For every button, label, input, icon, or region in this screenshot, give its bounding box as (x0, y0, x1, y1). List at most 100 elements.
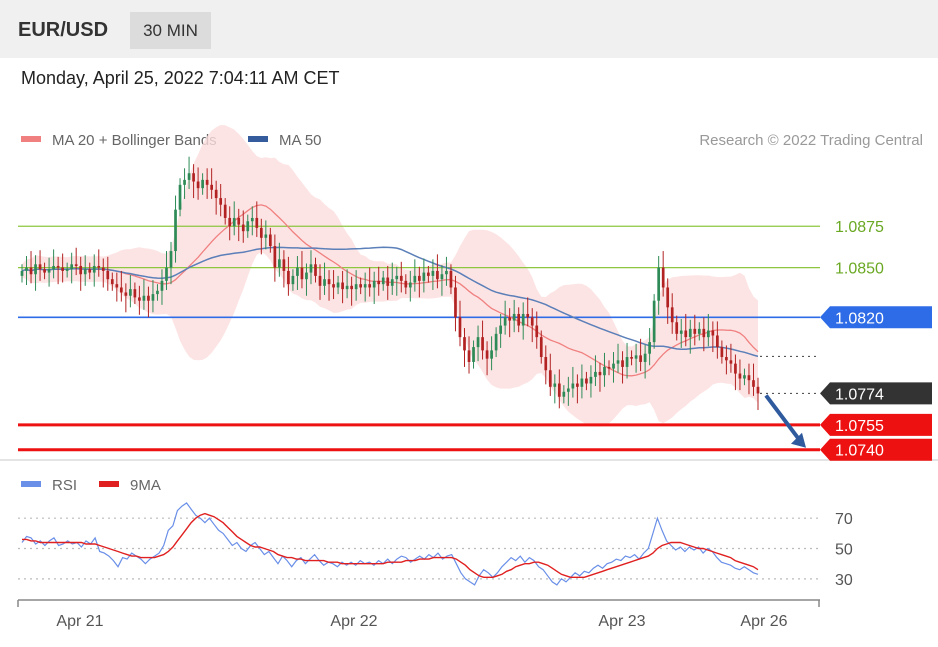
candle-body (332, 284, 335, 288)
candle (539, 330, 543, 364)
candle-body (706, 330, 710, 338)
candle-body (562, 391, 566, 397)
candle-body (205, 179, 209, 185)
candle-body (250, 217, 254, 222)
timeframe-button[interactable]: 30 MIN (130, 12, 211, 49)
candle-body (147, 295, 150, 301)
candle (151, 280, 155, 313)
candles (20, 156, 760, 410)
candle-body (530, 317, 534, 326)
candle (282, 250, 286, 288)
candle-body (454, 287, 457, 318)
candle-body (390, 279, 394, 286)
candle (404, 274, 408, 295)
candle-body (738, 373, 742, 379)
candle-body (657, 267, 661, 301)
resistance-label: 1.0875 (835, 219, 884, 236)
last-price-label: 1.0774 (835, 386, 884, 403)
candle-body (341, 282, 344, 290)
candle-body (517, 313, 521, 326)
candle-body (472, 347, 475, 362)
candle (743, 368, 746, 386)
candle-body (422, 272, 426, 281)
candle (106, 256, 110, 291)
candle (296, 256, 299, 290)
candle-body (621, 360, 624, 367)
candle-body (377, 280, 381, 285)
candle-body (630, 357, 633, 359)
ma50-legend-swatch (248, 136, 268, 142)
candle-body (20, 270, 24, 276)
candle (431, 259, 435, 290)
candle (142, 279, 146, 310)
candle (160, 269, 164, 305)
candle (625, 342, 629, 379)
candle (88, 262, 92, 280)
candle-body (571, 383, 575, 389)
candle-body (305, 272, 308, 280)
candle-body (585, 378, 588, 384)
support-label-tag: 1.0755 (820, 413, 932, 436)
candle-body (417, 275, 421, 281)
candle (336, 275, 340, 295)
candle-body (291, 275, 295, 285)
rsi-tick-label: 50 (835, 542, 853, 559)
candle (214, 180, 218, 215)
level-labels: 1.0875 1.0850 1.0820 1.0774 1.0755 1.0740 (820, 219, 932, 461)
candle (585, 371, 588, 391)
candle-body (589, 376, 593, 384)
candle (725, 345, 728, 375)
candle-body (404, 280, 408, 288)
candle (228, 206, 232, 241)
candle (318, 264, 322, 300)
candle-body (38, 264, 42, 270)
candle-body (716, 335, 719, 348)
candle (544, 345, 548, 385)
candle-body (544, 357, 548, 371)
candle (34, 255, 37, 291)
candle (92, 254, 96, 287)
candle-body (309, 264, 313, 273)
candle-body (187, 173, 191, 180)
candle (259, 218, 263, 255)
candle-body (526, 313, 530, 318)
ma9-legend-swatch (99, 481, 119, 487)
candle (697, 322, 701, 341)
candle-body (296, 267, 299, 276)
candle (643, 344, 647, 379)
candle-body (372, 280, 376, 288)
candle (747, 363, 751, 395)
candle-body (445, 270, 448, 275)
candle (381, 270, 385, 291)
candle-body (408, 282, 412, 288)
candle-body (165, 267, 168, 281)
candle (399, 261, 403, 293)
candle-body (336, 282, 340, 288)
candle (553, 374, 557, 404)
candle (314, 257, 317, 283)
candle (327, 270, 331, 301)
candle-body (463, 337, 466, 351)
candle (196, 167, 200, 200)
candle (241, 210, 245, 243)
candle-body (697, 328, 701, 334)
candle-body (178, 184, 182, 210)
candle (341, 270, 344, 304)
rsi-ma9-line (22, 512, 759, 578)
pivot-label-tag: 1.0820 (820, 306, 932, 329)
candle (354, 270, 358, 301)
candle-body (183, 179, 186, 185)
candle (413, 259, 417, 292)
candle-body (138, 297, 141, 301)
candle (670, 293, 674, 334)
candle-body (734, 363, 737, 374)
candle (657, 256, 661, 315)
candle-body (219, 198, 223, 205)
candle-body (743, 375, 746, 379)
candle-body (693, 328, 697, 334)
candle-body (160, 280, 164, 291)
candle (237, 208, 241, 242)
candle (115, 272, 119, 302)
candle (440, 265, 444, 296)
